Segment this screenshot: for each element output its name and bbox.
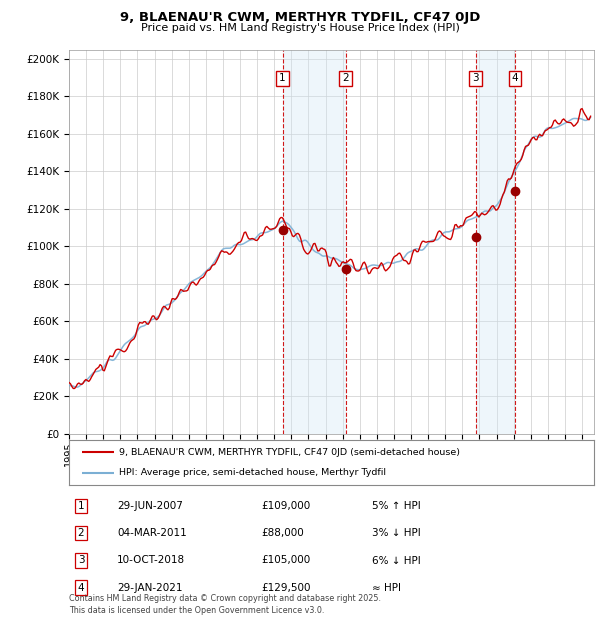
- Text: 2: 2: [342, 73, 349, 84]
- Bar: [476, 50, 515, 434]
- Text: 1: 1: [279, 73, 286, 84]
- Text: 9, BLAENAU'R CWM, MERTHYR TYDFIL, CF47 0JD: 9, BLAENAU'R CWM, MERTHYR TYDFIL, CF47 0…: [120, 11, 480, 24]
- Bar: [283, 50, 346, 434]
- Text: HPI: Average price, semi-detached house, Merthyr Tydfil: HPI: Average price, semi-detached house,…: [119, 468, 386, 477]
- Text: 2: 2: [77, 528, 85, 538]
- Text: 29-JUN-2007: 29-JUN-2007: [117, 501, 183, 511]
- Text: 10-OCT-2018: 10-OCT-2018: [117, 556, 185, 565]
- Text: Contains HM Land Registry data © Crown copyright and database right 2025.
This d: Contains HM Land Registry data © Crown c…: [69, 593, 381, 615]
- Text: 9, BLAENAU'R CWM, MERTHYR TYDFIL, CF47 0JD (semi-detached house): 9, BLAENAU'R CWM, MERTHYR TYDFIL, CF47 0…: [119, 448, 460, 457]
- Text: 29-JAN-2021: 29-JAN-2021: [117, 583, 182, 593]
- Text: 3: 3: [472, 73, 479, 84]
- Text: 3% ↓ HPI: 3% ↓ HPI: [372, 528, 421, 538]
- Text: 6% ↓ HPI: 6% ↓ HPI: [372, 556, 421, 565]
- Text: £109,000: £109,000: [261, 501, 310, 511]
- Text: Price paid vs. HM Land Registry's House Price Index (HPI): Price paid vs. HM Land Registry's House …: [140, 23, 460, 33]
- Text: 3: 3: [77, 556, 85, 565]
- Text: £129,500: £129,500: [261, 583, 311, 593]
- Text: £105,000: £105,000: [261, 556, 310, 565]
- Text: 4: 4: [77, 583, 85, 593]
- Text: ≈ HPI: ≈ HPI: [372, 583, 401, 593]
- Text: 1: 1: [77, 501, 85, 511]
- Text: 4: 4: [512, 73, 518, 84]
- Text: £88,000: £88,000: [261, 528, 304, 538]
- Text: 04-MAR-2011: 04-MAR-2011: [117, 528, 187, 538]
- Text: 5% ↑ HPI: 5% ↑ HPI: [372, 501, 421, 511]
